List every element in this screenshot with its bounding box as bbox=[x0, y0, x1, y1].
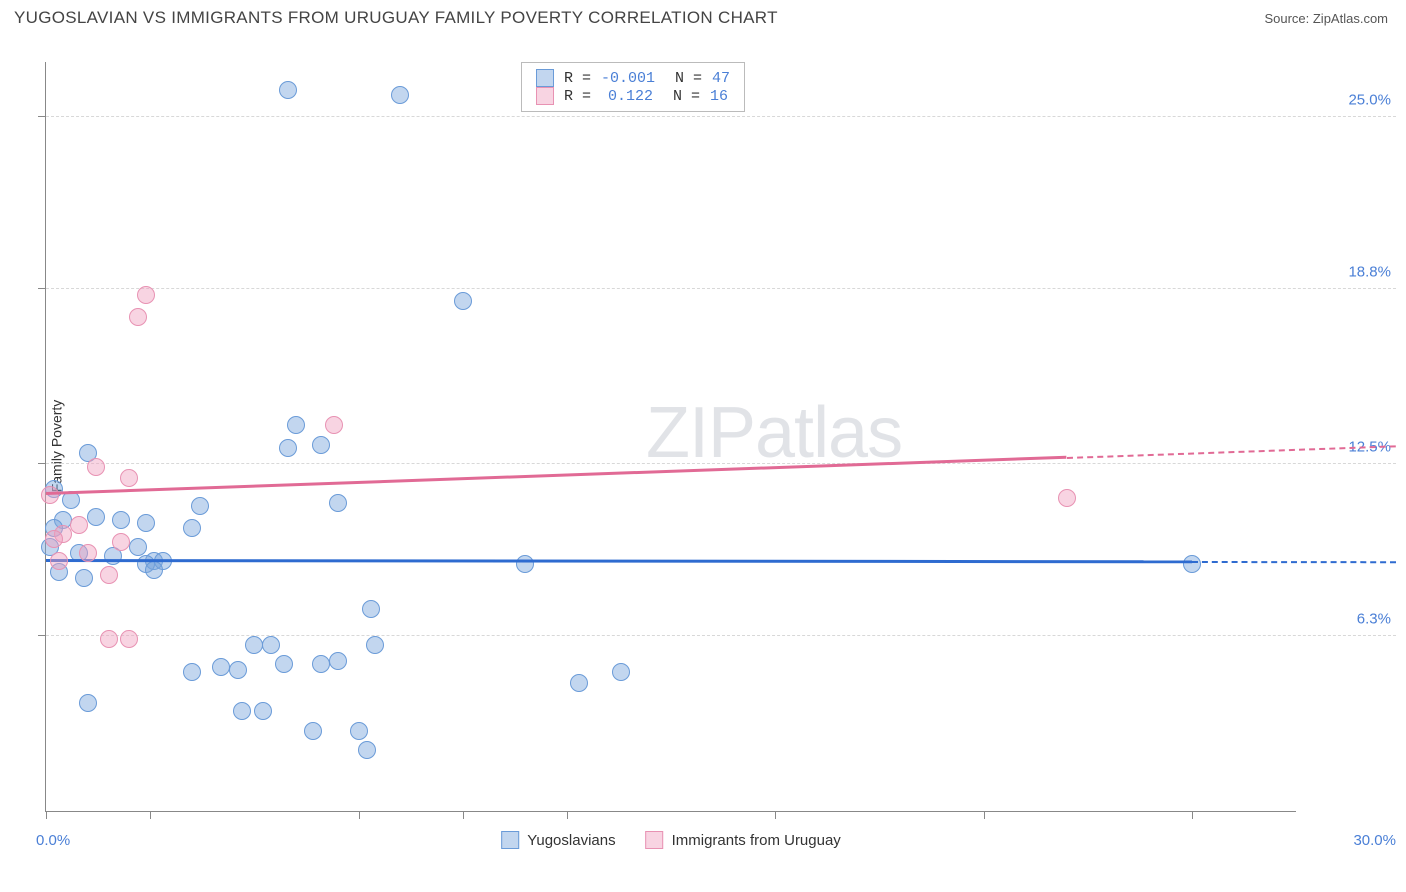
n-label: N = bbox=[675, 70, 702, 87]
chart-title: YUGOSLAVIAN VS IMMIGRANTS FROM URUGUAY F… bbox=[14, 8, 778, 28]
data-point bbox=[229, 661, 247, 679]
data-point bbox=[87, 508, 105, 526]
x-axis-max-label: 30.0% bbox=[1353, 832, 1396, 849]
data-point bbox=[70, 516, 88, 534]
data-point bbox=[183, 519, 201, 537]
data-point bbox=[100, 630, 118, 648]
correlation-row: R = -0.001 N = 47 bbox=[536, 69, 730, 87]
x-tick bbox=[984, 811, 985, 819]
legend-swatch-icon bbox=[501, 831, 519, 849]
n-label: N = bbox=[673, 88, 700, 105]
y-tick-label: 25.0% bbox=[1311, 92, 1391, 109]
trend-line-extension bbox=[1192, 561, 1396, 563]
data-point bbox=[254, 702, 272, 720]
data-point bbox=[350, 722, 368, 740]
x-tick bbox=[463, 811, 464, 819]
y-tick bbox=[38, 635, 46, 636]
data-point bbox=[100, 566, 118, 584]
legend-swatch-icon bbox=[536, 69, 554, 87]
trend-line bbox=[46, 559, 1192, 563]
y-tick bbox=[38, 463, 46, 464]
data-point bbox=[366, 636, 384, 654]
data-point bbox=[325, 416, 343, 434]
data-point bbox=[120, 469, 138, 487]
x-tick bbox=[567, 811, 568, 819]
legend-item-yugoslavians: Yugoslavians bbox=[501, 831, 615, 849]
correlation-row: R = 0.122 N = 16 bbox=[536, 87, 730, 105]
n-value: 16 bbox=[710, 88, 728, 105]
bottom-legend: Yugoslavians Immigrants from Uruguay bbox=[501, 831, 841, 849]
legend-label: Immigrants from Uruguay bbox=[672, 832, 841, 849]
data-point bbox=[329, 652, 347, 670]
data-point bbox=[516, 555, 534, 573]
header: YUGOSLAVIAN VS IMMIGRANTS FROM URUGUAY F… bbox=[0, 0, 1406, 32]
data-point bbox=[112, 511, 130, 529]
r-label: R = bbox=[564, 88, 591, 105]
gridline bbox=[46, 463, 1396, 464]
data-point bbox=[79, 544, 97, 562]
x-tick bbox=[775, 811, 776, 819]
source-label: Source: ZipAtlas.com bbox=[1264, 11, 1388, 26]
gridline bbox=[46, 116, 1396, 117]
data-point bbox=[233, 702, 251, 720]
data-point bbox=[612, 663, 630, 681]
data-point bbox=[129, 538, 147, 556]
data-point bbox=[112, 533, 130, 551]
data-point bbox=[129, 308, 147, 326]
data-point bbox=[570, 674, 588, 692]
legend-label: Yugoslavians bbox=[527, 832, 615, 849]
y-tick bbox=[38, 288, 46, 289]
x-axis-min-label: 0.0% bbox=[36, 832, 70, 849]
data-point bbox=[362, 600, 380, 618]
data-point bbox=[41, 486, 59, 504]
data-point bbox=[145, 561, 163, 579]
data-point bbox=[287, 416, 305, 434]
data-point bbox=[191, 497, 209, 515]
legend-swatch-icon bbox=[646, 831, 664, 849]
data-point bbox=[1058, 489, 1076, 507]
x-tick bbox=[150, 811, 151, 819]
data-point bbox=[1183, 555, 1201, 573]
data-point bbox=[312, 655, 330, 673]
data-point bbox=[329, 494, 347, 512]
data-point bbox=[304, 722, 322, 740]
y-tick-label: 6.3% bbox=[1311, 611, 1391, 628]
x-tick bbox=[46, 811, 47, 819]
x-tick bbox=[1192, 811, 1193, 819]
correlation-legend: R = -0.001 N = 47 R = 0.122 N = 16 bbox=[521, 62, 745, 112]
legend-item-uruguay: Immigrants from Uruguay bbox=[646, 831, 841, 849]
data-point bbox=[245, 636, 263, 654]
data-point bbox=[262, 636, 280, 654]
gridline bbox=[46, 288, 1396, 289]
data-point bbox=[45, 530, 63, 548]
r-value: -0.001 bbox=[601, 70, 655, 87]
data-point bbox=[279, 439, 297, 457]
data-point bbox=[279, 81, 297, 99]
data-point bbox=[137, 286, 155, 304]
data-point bbox=[87, 458, 105, 476]
data-point bbox=[62, 491, 80, 509]
r-value: 0.122 bbox=[608, 88, 653, 105]
watermark: ZIPatlas bbox=[646, 392, 902, 474]
chart-area: ZIPatlas 0.0% 30.0% Yugoslavians Immigra… bbox=[45, 62, 1296, 812]
x-tick bbox=[359, 811, 360, 819]
trend-line bbox=[46, 456, 1067, 495]
data-point bbox=[79, 694, 97, 712]
y-tick-label: 18.8% bbox=[1311, 264, 1391, 281]
data-point bbox=[212, 658, 230, 676]
r-label: R = bbox=[564, 70, 591, 87]
data-point bbox=[75, 569, 93, 587]
data-point bbox=[50, 552, 68, 570]
data-point bbox=[183, 663, 201, 681]
legend-swatch-icon bbox=[536, 87, 554, 105]
data-point bbox=[391, 86, 409, 104]
data-point bbox=[137, 514, 155, 532]
data-point bbox=[275, 655, 293, 673]
data-point bbox=[312, 436, 330, 454]
n-value: 47 bbox=[712, 70, 730, 87]
data-point bbox=[358, 741, 376, 759]
data-point bbox=[454, 292, 472, 310]
data-point bbox=[120, 630, 138, 648]
y-tick bbox=[38, 116, 46, 117]
